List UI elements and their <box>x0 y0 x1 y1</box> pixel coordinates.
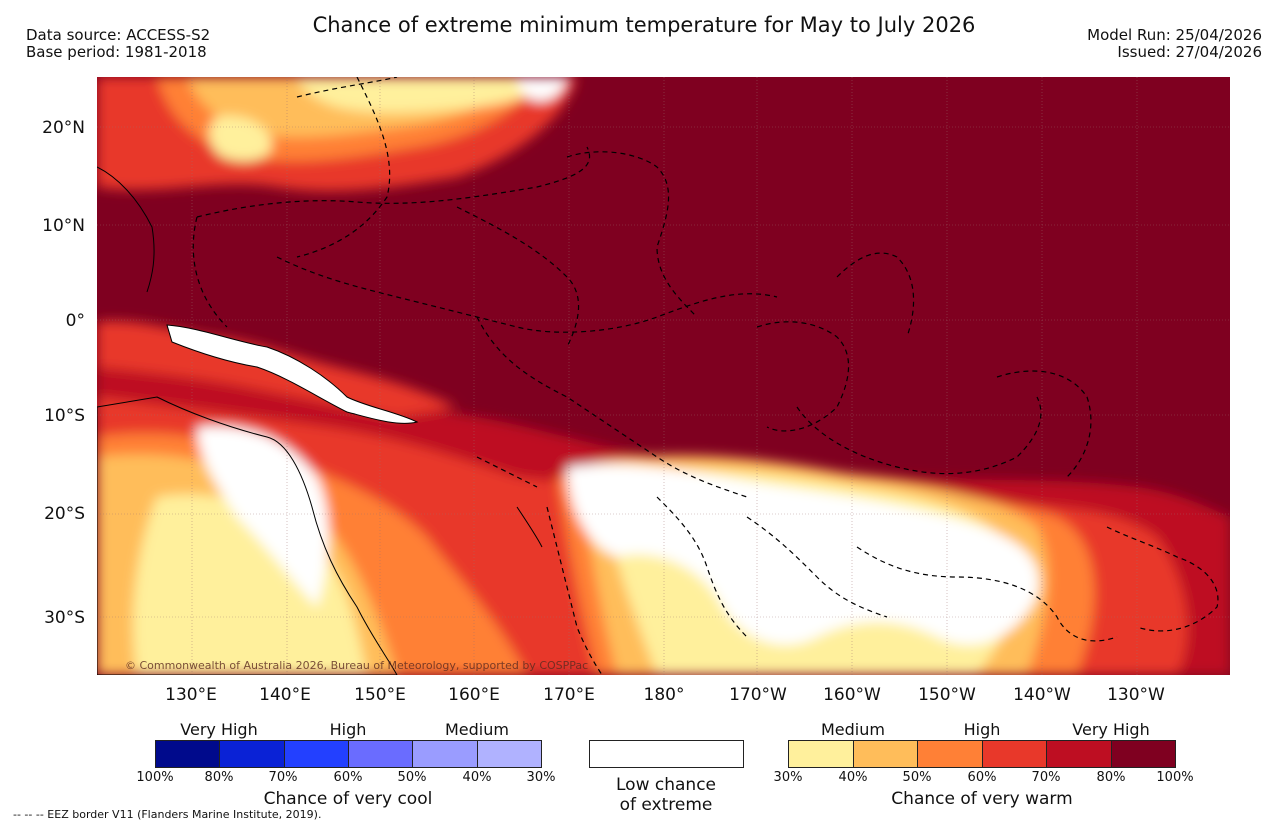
warm-swatch <box>982 741 1047 767</box>
lon-label-140w: 140°W <box>1013 685 1071 705</box>
issued-date: Issued: 27/04/2026 <box>1117 43 1262 61</box>
warm-tick: 60% <box>967 770 997 785</box>
warm-swatch <box>1111 741 1175 767</box>
probability-map <box>97 77 1230 675</box>
north-yellow-patch <box>209 116 272 162</box>
warm-tick: 30% <box>773 770 803 785</box>
lat-label-10s: 10°S <box>44 406 85 426</box>
cool-tick: 70% <box>268 770 298 785</box>
cool-tick: 40% <box>462 770 492 785</box>
low-chance-swatch <box>589 740 744 768</box>
cool-tick: 30% <box>526 770 556 785</box>
warm-level-medium: Medium <box>821 720 885 739</box>
lon-label-130e: 130°E <box>165 685 217 705</box>
lat-label-20n: 20°N <box>42 118 85 138</box>
cool-swatch <box>348 741 414 767</box>
map-canvas <box>97 77 1230 675</box>
low-chance-region-australia <box>197 426 329 607</box>
lon-label-150w: 150°W <box>918 685 976 705</box>
warm-level-high: High <box>963 720 1001 739</box>
lon-label-160e: 160°E <box>448 685 500 705</box>
warm-tick: 70% <box>1031 770 1061 785</box>
page-title: Chance of extreme minimum temperature fo… <box>312 13 976 37</box>
cool-swatch <box>413 741 478 767</box>
lat-label-20s: 20°S <box>44 504 85 524</box>
north-white-patch <box>517 77 567 102</box>
new-guinea <box>166 324 419 424</box>
warm-tick: 80% <box>1096 770 1126 785</box>
data-source: Data source: ACCESS-S2 <box>26 26 211 44</box>
low-chance-line2: of extreme <box>619 795 713 815</box>
cool-swatch <box>220 741 285 767</box>
warm-tick: 40% <box>838 770 868 785</box>
map-copyright: © Commonwealth of Australia 2026, Bureau… <box>125 659 589 672</box>
lon-label-160w: 160°W <box>823 685 881 705</box>
lon-label-170w: 170°W <box>729 685 787 705</box>
base-period: Base period: 1981-2018 <box>26 43 207 61</box>
warm-swatch <box>789 741 854 767</box>
philippines-coast <box>97 166 155 293</box>
coastlines <box>97 166 543 675</box>
eez-borders <box>192 77 1219 675</box>
lon-label-130w: 130°W <box>1107 685 1165 705</box>
cool-caption: Chance of very cool <box>263 789 433 809</box>
warm-caption: Chance of very warm <box>891 789 1073 809</box>
warm-tick: 50% <box>902 770 932 785</box>
lat-label-10n: 10°N <box>42 216 85 236</box>
cool-tick: 50% <box>397 770 427 785</box>
lon-label-170e: 170°E <box>543 685 595 705</box>
cool-level-very-high: Very High <box>180 720 258 739</box>
cool-level-high: High <box>329 720 367 739</box>
cool-colorbar <box>155 740 542 768</box>
low-chance-line1: Low chance <box>616 775 716 795</box>
graticule <box>97 77 1230 675</box>
australia-coast <box>97 396 398 675</box>
eez-note: -- -- -- EEZ border V11 (Flanders Marine… <box>13 808 322 821</box>
cool-tick: 60% <box>333 770 363 785</box>
cool-swatch <box>477 741 541 767</box>
cool-swatch <box>156 741 221 767</box>
warm-level-very-high: Very High <box>1072 720 1150 739</box>
lon-label-180: 180° <box>643 685 685 705</box>
cool-level-medium: Medium <box>445 720 509 739</box>
warm-tick: 100% <box>1156 770 1194 785</box>
lon-label-150e: 150°E <box>354 685 406 705</box>
lon-label-140e: 140°E <box>259 685 311 705</box>
warm-swatch <box>918 741 983 767</box>
new-caledonia <box>516 506 543 548</box>
model-run: Model Run: 25/04/2026 <box>1087 26 1262 44</box>
warm-swatch <box>853 741 918 767</box>
warm-colorbar <box>788 740 1176 768</box>
cool-tick: 100% <box>136 770 174 785</box>
lat-label-0: 0° <box>65 311 85 331</box>
cool-tick: 80% <box>204 770 234 785</box>
lat-label-30s: 30°S <box>44 608 85 628</box>
low-chance-region-pacific <box>567 464 1039 645</box>
cool-swatch <box>284 741 349 767</box>
warm-swatch <box>1047 741 1112 767</box>
low-chance-caption: Low chance of extreme <box>566 775 766 815</box>
